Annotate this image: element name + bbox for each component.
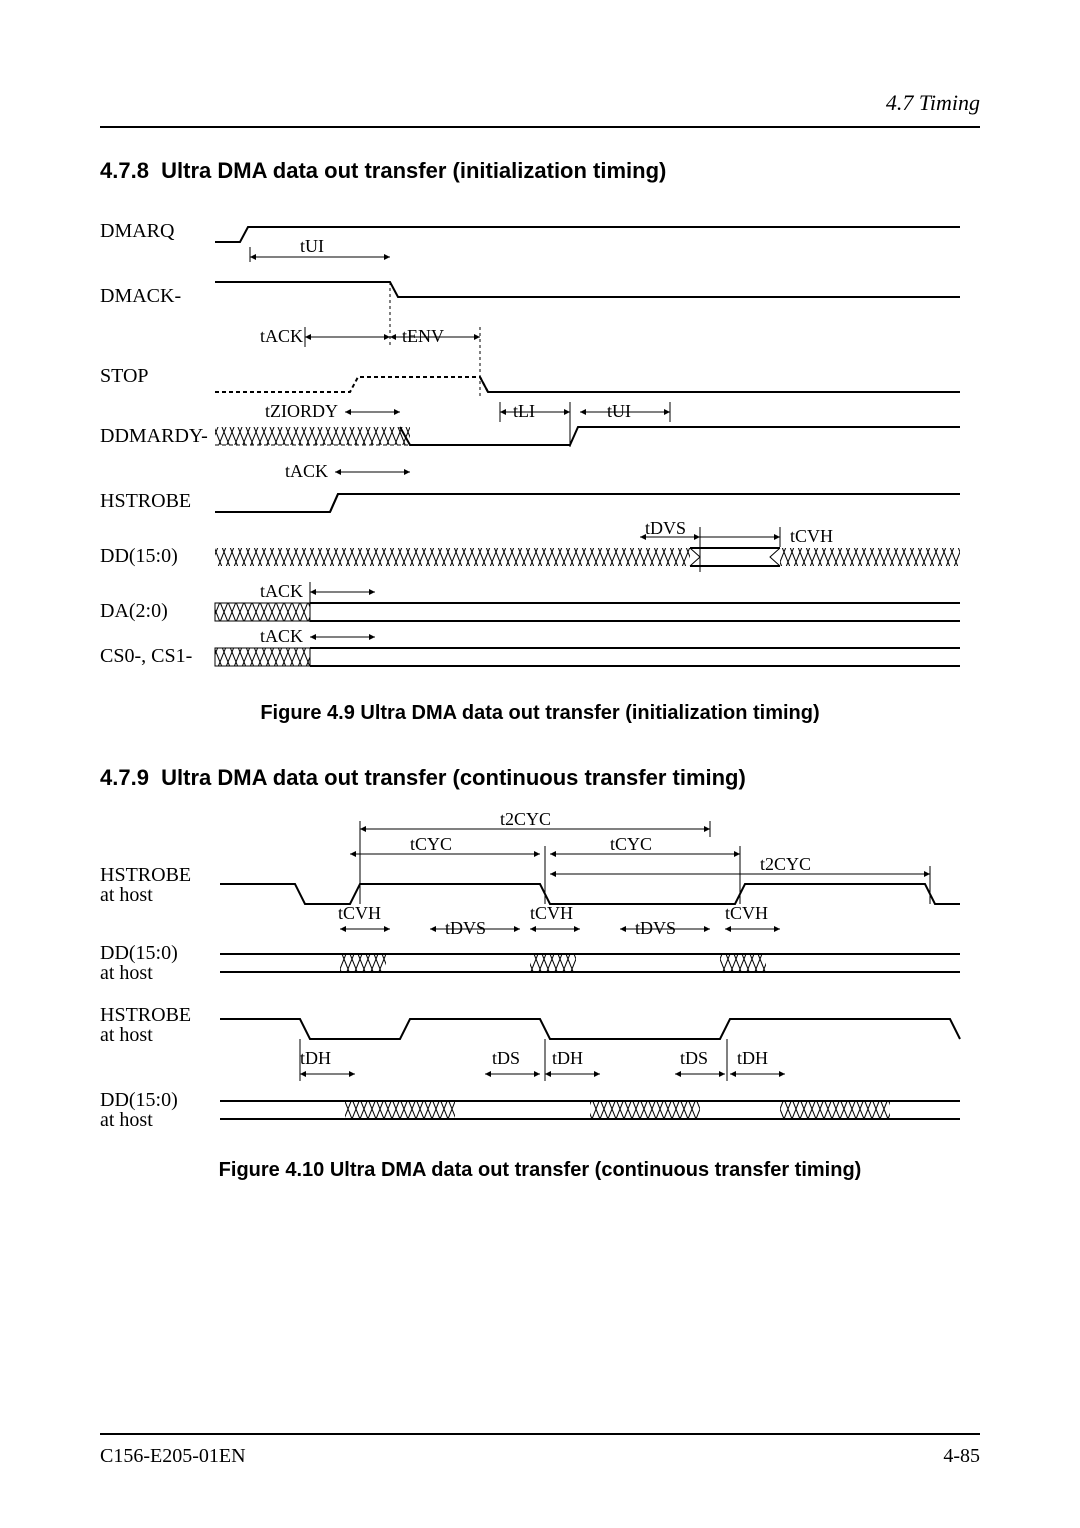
svg-text:DD(15:0): DD(15:0) [100, 545, 178, 567]
svg-text:tDH: tDH [552, 1048, 583, 1068]
section-478-text: Ultra DMA data out transfer (initializat… [161, 158, 666, 183]
svg-text:tDS: tDS [492, 1048, 520, 1068]
section-path: 4.7 Timing [100, 90, 980, 116]
section-478-title: 4.7.8 Ultra DMA data out transfer (initi… [100, 158, 980, 184]
svg-text:at host: at host [100, 962, 153, 984]
svg-text:HSTROBE: HSTROBE [100, 864, 191, 886]
svg-text:DD(15:0): DD(15:0) [100, 1089, 178, 1111]
svg-text:tCVH: tCVH [790, 526, 833, 546]
svg-text:tDVS: tDVS [635, 918, 676, 938]
svg-text:HSTROBE: HSTROBE [100, 1004, 191, 1026]
svg-text:tACK: tACK [285, 461, 328, 481]
svg-text:tENV: tENV [402, 326, 444, 346]
svg-text:tCYC: tCYC [610, 834, 652, 854]
svg-text:tCVH: tCVH [530, 903, 573, 923]
top-rule [100, 126, 980, 128]
page-number: 4-85 [943, 1445, 980, 1468]
svg-text:tUI: tUI [300, 236, 324, 256]
svg-text:t2CYC: t2CYC [760, 854, 811, 874]
svg-text:tACK: tACK [260, 581, 303, 601]
svg-text:at host: at host [100, 1109, 153, 1129]
figure-4-9-caption: Figure 4.9 Ultra DMA data out transfer (… [100, 702, 980, 725]
svg-text:tDH: tDH [737, 1048, 768, 1068]
svg-text:at host: at host [100, 884, 153, 906]
svg-text:tCYC: tCYC [410, 834, 452, 854]
svg-text:DDMARDY-: DDMARDY- [100, 425, 208, 447]
svg-text:tDH: tDH [300, 1048, 331, 1068]
svg-text:DMACK-: DMACK- [100, 285, 181, 307]
figure-4-10-diagram: t2CYC tCYC tCYC t2CYC HSTROBE at host tC… [100, 809, 980, 1129]
svg-text:DA(2:0): DA(2:0) [100, 600, 168, 622]
figure-4-9-diagram: DMARQ tUI DMACK- tACK tENV STOP t [100, 202, 980, 672]
svg-text:tDS: tDS [680, 1048, 708, 1068]
svg-text:tACK: tACK [260, 626, 303, 646]
bottom-rule [100, 1433, 980, 1435]
section-478-number: 4.7.8 [100, 158, 149, 183]
svg-text:HSTROBE: HSTROBE [100, 490, 191, 512]
svg-text:CS0-, CS1-: CS0-, CS1- [100, 645, 192, 667]
svg-text:tCVH: tCVH [338, 903, 381, 923]
svg-text:tDVS: tDVS [445, 918, 486, 938]
svg-text:at host: at host [100, 1024, 153, 1046]
svg-text:tZIORDY: tZIORDY [265, 401, 338, 421]
svg-text:tUI: tUI [607, 401, 631, 421]
svg-text:tCVH: tCVH [725, 903, 768, 923]
section-479-text: Ultra DMA data out transfer (continuous … [161, 765, 746, 790]
figure-4-10-caption: Figure 4.10 Ultra DMA data out transfer … [100, 1159, 980, 1182]
svg-text:STOP: STOP [100, 365, 149, 387]
svg-text:DD(15:0): DD(15:0) [100, 942, 178, 964]
svg-text:tACK: tACK [260, 326, 303, 346]
page-footer: C156-E205-01EN 4-85 [100, 1433, 980, 1468]
svg-text:t2CYC: t2CYC [500, 809, 551, 829]
section-479-number: 4.7.9 [100, 765, 149, 790]
svg-text:tDVS: tDVS [645, 518, 686, 538]
svg-text:DMARQ: DMARQ [100, 220, 175, 242]
section-479-title: 4.7.9 Ultra DMA data out transfer (conti… [100, 765, 980, 791]
doc-id: C156-E205-01EN [100, 1445, 246, 1468]
svg-text:tLI: tLI [513, 401, 535, 421]
